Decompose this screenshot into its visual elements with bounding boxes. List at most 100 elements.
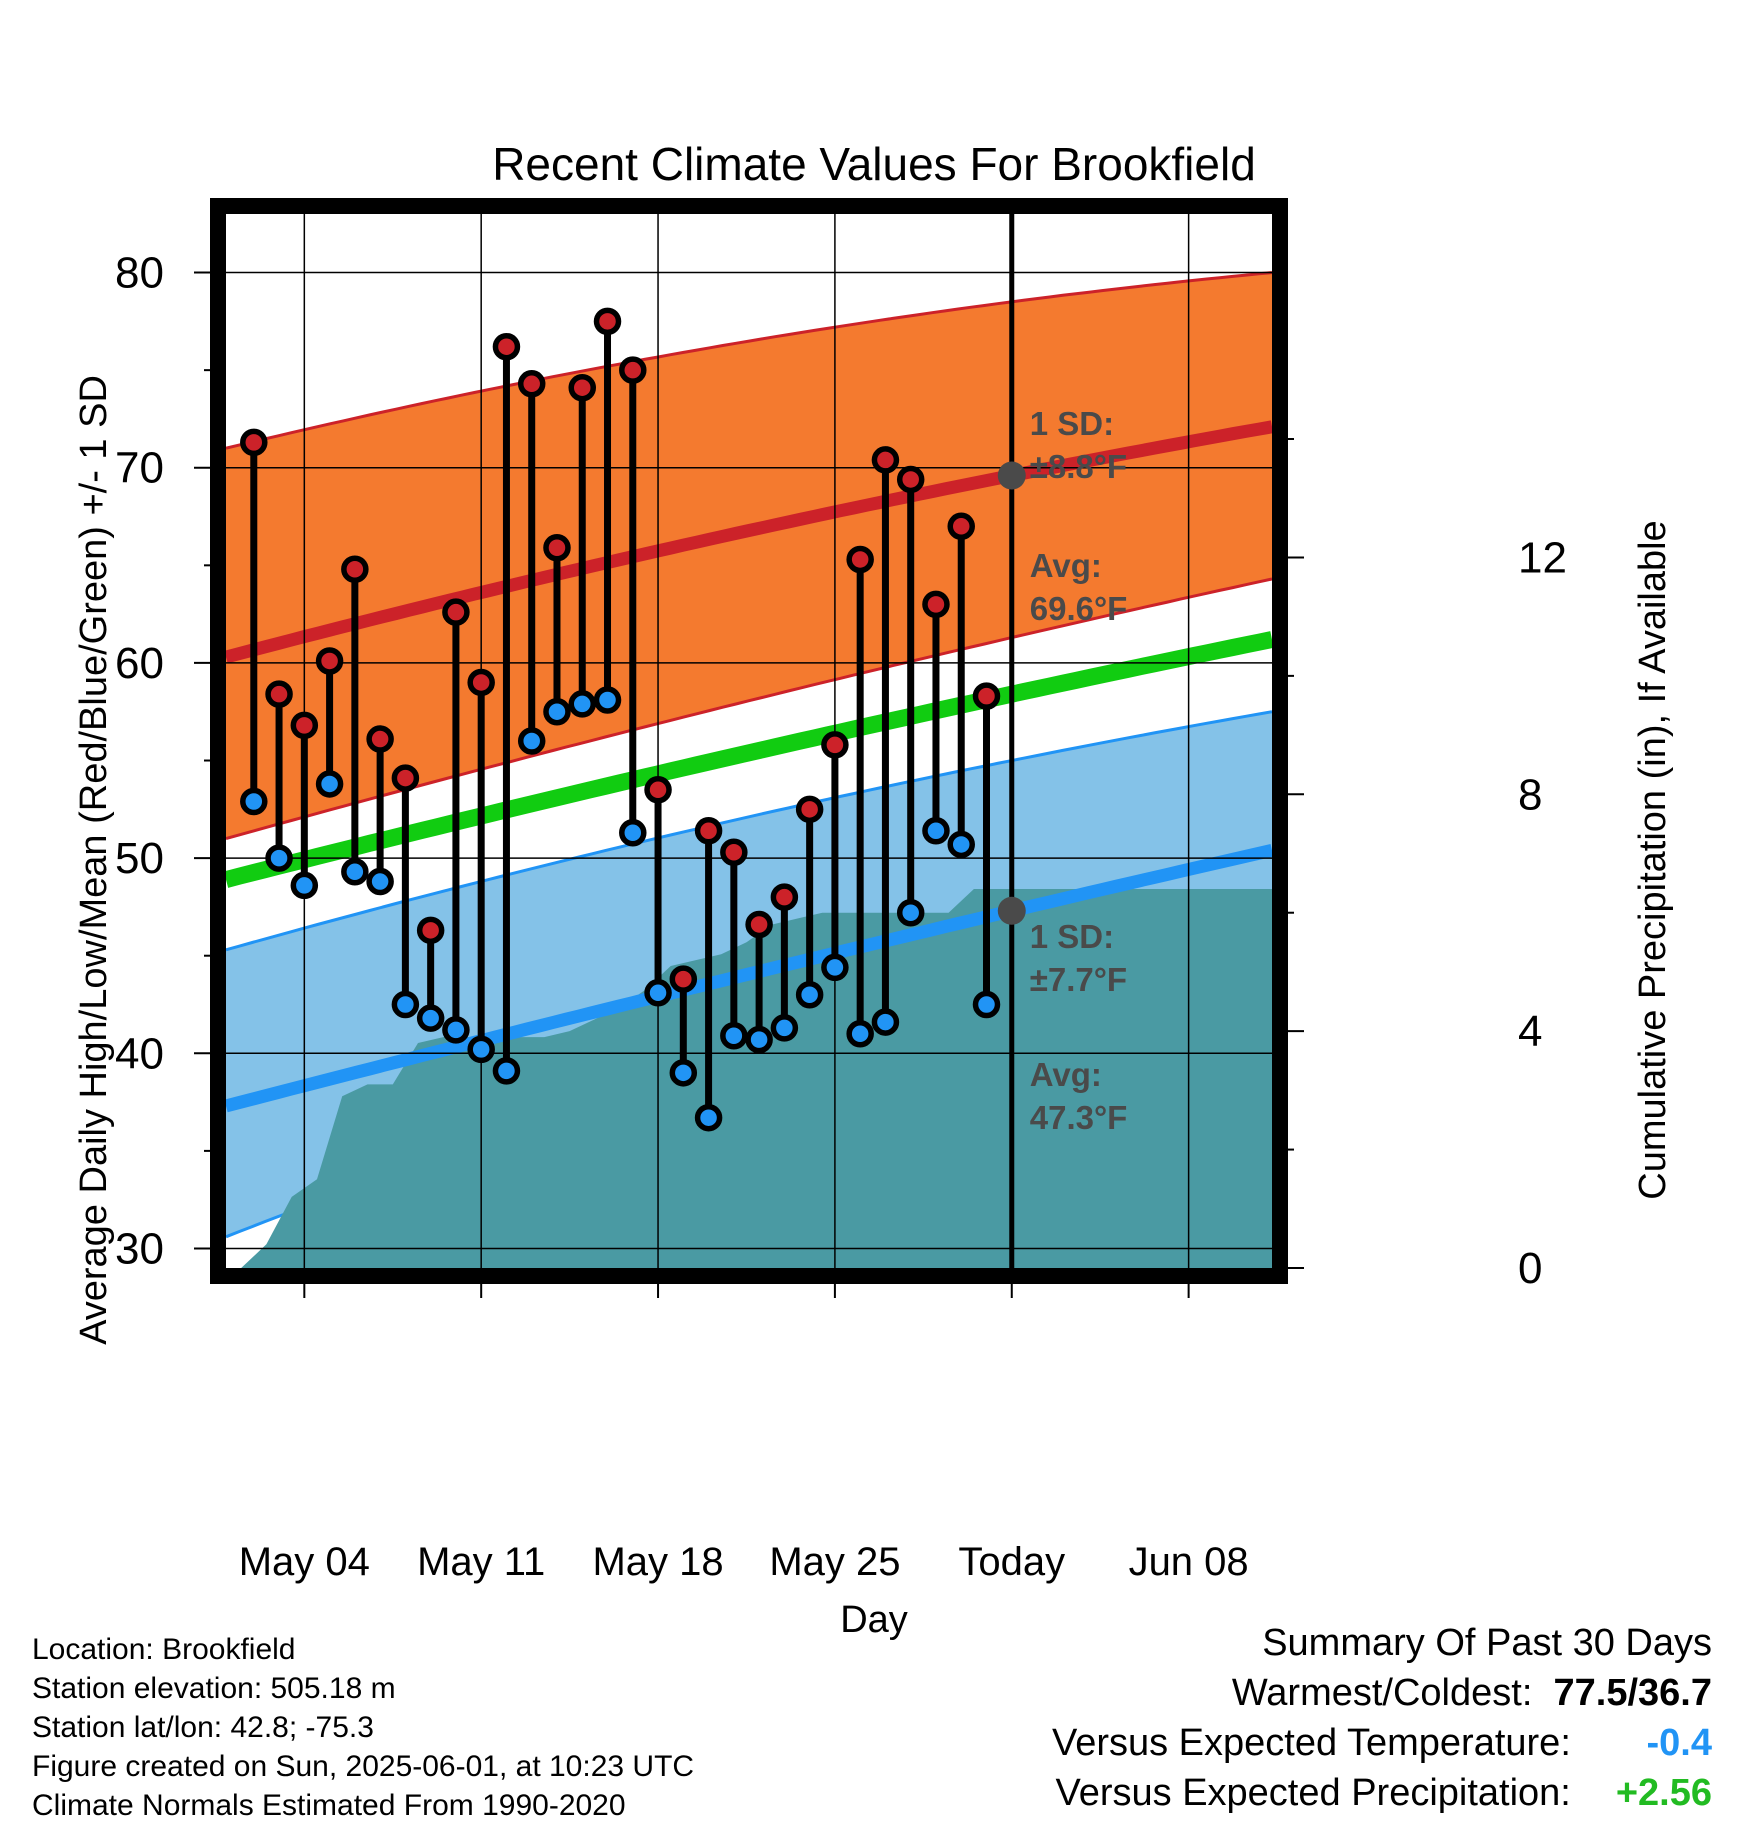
- high-sd-label: 1 SD:: [1030, 405, 1114, 442]
- daily-low-point: [871, 1008, 900, 1036]
- daily-high-point: [517, 370, 546, 398]
- cumulative-precip-area: [241, 889, 1272, 1268]
- precip-anomaly-value: +2.56: [1615, 1772, 1712, 1814]
- low-avg-label: Avg:: [1030, 1056, 1102, 1093]
- daily-high-point: [619, 356, 647, 384]
- plot-frame: [210, 198, 1288, 1284]
- daily-low-point: [972, 990, 1001, 1019]
- temp-anomaly-value: -0.4: [1646, 1722, 1712, 1764]
- days-count-label: 30: [1030, 1375, 1070, 1416]
- daily-low-point: [416, 1004, 445, 1032]
- daily-low-point: [922, 817, 950, 845]
- low-avg-value: 47.3°F: [1030, 1099, 1128, 1136]
- daily-low-point: [290, 871, 319, 900]
- plot-area: 1 SD: ±8.8°F Avg: 69.6°F 1 SD: ±7.7°F Avg: 47.3…: [115, 198, 1567, 1584]
- station-info: Location: Brookfield Station elevation: …: [32, 1630, 694, 1825]
- daily-high-point: [871, 446, 900, 474]
- warmest-coldest-value: 77.5/36.7: [1553, 1672, 1712, 1714]
- daily-low-point: [442, 1016, 470, 1044]
- daily-low-point: [720, 1021, 748, 1050]
- daily-high-point: [240, 428, 268, 457]
- daily-high-point: [770, 883, 799, 911]
- daily-low-point: [568, 690, 596, 718]
- daily-high-point: [593, 307, 622, 336]
- y-tick-label: 40: [115, 1029, 164, 1078]
- y-axis-label: Average Daily High/Low/Mean (Red/Blue/Gr…: [73, 375, 115, 1345]
- x-tick-label: May 04: [239, 1540, 370, 1584]
- today-high-normal-marker: [997, 461, 1026, 490]
- x-tick-label: Jun 08: [1129, 1540, 1249, 1584]
- x-tick-label: May 11: [417, 1540, 545, 1584]
- plot-clip-group: 1 SD: ±8.8°F Avg: 69.6°F 1 SD: ±7.7°F Avg: 47.3…: [226, 214, 1272, 1416]
- x-tick-label: May 25: [769, 1540, 900, 1584]
- today-low-normal-marker: [997, 896, 1026, 925]
- daily-high-point: [391, 764, 420, 792]
- daily-low-point: [467, 1035, 495, 1064]
- daily-high-point: [416, 916, 445, 945]
- daily-high-point: [720, 838, 748, 867]
- daily-high-point: [821, 731, 849, 759]
- temp-anomaly-row: Versus Expected Temperature: -0.4: [1052, 1718, 1712, 1768]
- daily-high-point: [568, 373, 596, 402]
- daily-high-point: [745, 910, 773, 939]
- high-plus-sd-line: [226, 271, 1272, 450]
- daily-low-point: [593, 686, 622, 714]
- temp-anomaly-label: Versus Expected Temperature:: [1051, 1722, 1571, 1764]
- daily-high-point: [644, 776, 672, 804]
- daily-low-point: [517, 727, 546, 755]
- daily-high-point: [694, 817, 723, 845]
- daily-high-point: [315, 647, 344, 675]
- chart-title: Recent Climate Values For Brookfield: [492, 138, 1256, 190]
- daily-high-point: [795, 795, 824, 824]
- y-tick-label: 70: [115, 444, 164, 493]
- location-text: Location: Brookfield: [32, 1633, 296, 1666]
- normal-high-line: [226, 420, 1272, 664]
- daily-high-point: [492, 332, 521, 361]
- daily-high-point: [972, 682, 1001, 710]
- summary-panel: Summary Of Past 30 Days Warmest/Coldest:…: [1052, 1618, 1712, 1818]
- daily-low-point: [341, 858, 369, 886]
- low-plus-sd-line: [226, 710, 1272, 952]
- daily-low-point: [770, 1014, 799, 1042]
- x-tick-label: Today: [958, 1540, 1065, 1584]
- y-tick-label: 60: [115, 639, 164, 688]
- normal-low-line: [226, 843, 1272, 1113]
- daily-low-point: [846, 1020, 874, 1048]
- daily-low-point: [492, 1057, 521, 1085]
- created-text: Figure created on Sun, 2025-06-01, at 10…: [32, 1750, 695, 1783]
- y-tick-label: 30: [115, 1224, 164, 1273]
- warmest-coldest-row: Warmest/Coldest: 77.5/36.7: [1052, 1668, 1712, 1718]
- daily-low-point: [745, 1025, 773, 1054]
- normals-text: Climate Normals Estimated From 1990-2020: [32, 1789, 626, 1822]
- daily-high-point: [896, 465, 925, 494]
- daily-low-point: [240, 787, 268, 816]
- daily-low-point: [543, 697, 571, 726]
- daily-high-point: [947, 512, 975, 541]
- daily-low-point: [896, 899, 925, 927]
- y-tick-label: 80: [115, 249, 164, 298]
- daily-high-point: [467, 668, 495, 697]
- low-sd-label: 1 SD:: [1030, 918, 1114, 955]
- daily-low-point: [619, 818, 647, 847]
- daily-low-point: [821, 953, 849, 982]
- daily-low-point: [366, 867, 394, 896]
- normal-mean-line: [226, 631, 1272, 888]
- daily-low-point: [265, 844, 293, 872]
- daily-low-point: [795, 980, 824, 1009]
- y2-tick-label: 4: [1518, 1007, 1542, 1056]
- daily-low-point: [391, 990, 420, 1019]
- daily-high-point: [290, 711, 319, 740]
- latlon-text: Station lat/lon: 42.8; -75.3: [32, 1711, 374, 1744]
- y2-tick-label: 0: [1518, 1244, 1542, 1293]
- daily-high-point: [922, 590, 950, 619]
- daily-high-point: [669, 965, 698, 993]
- high-avg-label: Avg:: [1030, 547, 1102, 584]
- daily-high-point: [442, 598, 470, 626]
- daily-low-point: [644, 979, 672, 1007]
- y2-axis-label: Cumulative Precipitation (in), If Availa…: [1632, 520, 1674, 1199]
- precip-anomaly-row: Versus Expected Precipitation: +2.56: [1052, 1768, 1712, 1818]
- y2-tick-label: 8: [1518, 770, 1542, 819]
- daily-low-point: [315, 770, 344, 798]
- high-avg-value: 69.6°F: [1030, 590, 1128, 627]
